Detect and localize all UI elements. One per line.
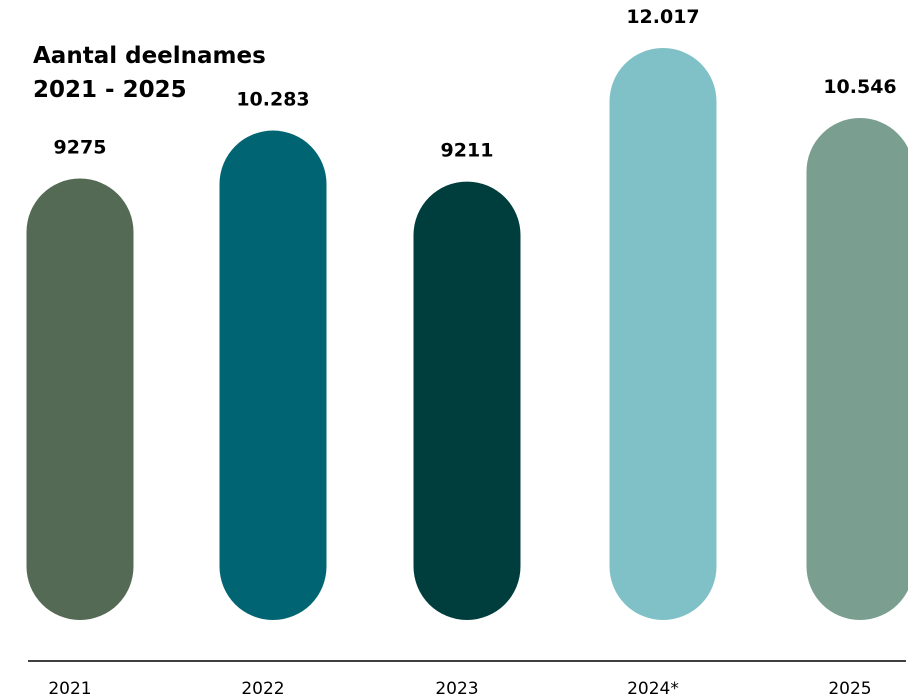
value-label-2025: 10.546 (823, 76, 896, 98)
bars-group (26, 48, 908, 621)
x-tick-label-2023: 2023 (435, 679, 478, 697)
x-tick-label-2025: 2025 (828, 679, 871, 697)
bar-2025 (806, 118, 908, 620)
value-label-2023: 9211 (441, 140, 494, 162)
value-label-2021: 9275 (54, 137, 107, 159)
value-label-2024: 12.017 (626, 6, 699, 28)
bar-2024 (609, 48, 717, 620)
x-tick-labels-group: 2021 2022 2023 2024* 2025 (48, 679, 871, 697)
bar-2021 (26, 178, 134, 621)
bar-2023 (413, 181, 521, 620)
chart-subtitle: 2021 - 2025 (33, 77, 187, 103)
value-label-2022: 10.283 (236, 89, 309, 111)
bar-2022 (219, 130, 327, 620)
value-labels-group: 9275 10.283 9211 12.017 10.546 (54, 6, 897, 162)
x-tick-label-2024: 2024* (627, 679, 679, 697)
chart-title: Aantal deelnames (33, 43, 266, 69)
x-tick-label-2022: 2022 (241, 679, 284, 697)
x-tick-label-2021: 2021 (48, 679, 91, 697)
